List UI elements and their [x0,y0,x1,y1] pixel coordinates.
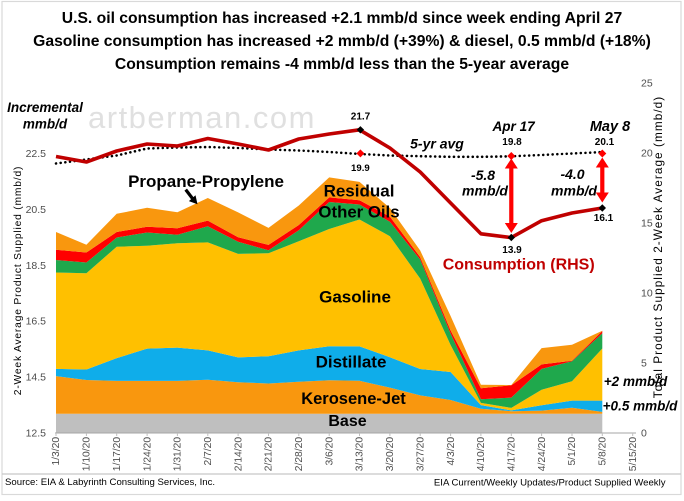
svg-text:1/17/20: 1/17/20 [112,437,123,472]
svg-text:Residual: Residual [324,182,395,201]
svg-text:Apr 17: Apr 17 [491,119,536,134]
svg-text:4/10/20: 4/10/20 [476,437,487,472]
svg-text:3/20/20: 3/20/20 [385,437,396,472]
svg-text:3/27/20: 3/27/20 [415,437,426,472]
svg-text:13.9: 13.9 [502,245,522,256]
svg-text:Incremental: Incremental [7,100,83,115]
svg-text:18.5: 18.5 [26,260,47,272]
svg-text:2/21/20: 2/21/20 [264,437,275,472]
svg-text:5-yr avg: 5-yr avg [410,136,464,152]
svg-text:1/10/20: 1/10/20 [82,437,93,472]
svg-text:25: 25 [641,77,653,89]
svg-text:mmb/d: mmb/d [23,117,68,132]
svg-text:5/1/20: 5/1/20 [567,437,578,466]
svg-text:20: 20 [641,147,653,159]
svg-text:2-Week Average Product Suppli: 2-Week Average Product Supplied (mmb/d) [13,166,24,395]
svg-text:21.7: 21.7 [351,112,371,123]
svg-text:Consumption remains -4 mmb/d l: Consumption remains -4 mmb/d less than t… [115,56,569,73]
svg-text:2/14/20: 2/14/20 [233,437,244,472]
svg-text:4/17/20: 4/17/20 [507,437,518,472]
svg-text:Other Oils: Other Oils [318,202,399,221]
svg-text:+0.5 mmb/d: +0.5 mmb/d [603,399,678,414]
svg-text:EIA Current/Weekly Updates/Pro: EIA Current/Weekly Updates/Product Suppl… [434,478,666,489]
svg-text:-4.0: -4.0 [560,166,584,182]
svg-text:5/8/20: 5/8/20 [598,437,609,466]
svg-text:15: 15 [641,217,653,229]
svg-text:U.S. oil consumption has incre: U.S. oil consumption has increased +2.1 … [62,10,623,27]
svg-text:5/15/20: 5/15/20 [628,437,639,472]
svg-text:19.9: 19.9 [351,163,370,174]
svg-text:Total Product Supplied 2-Week: Total Product Supplied 2-Week Average (m… [651,96,665,399]
svg-text:Propane-Propylene: Propane-Propylene [128,172,284,191]
svg-text:16.1: 16.1 [594,213,614,224]
svg-text:0: 0 [641,427,647,439]
svg-text:-5.8: -5.8 [471,167,495,183]
svg-text:May 8: May 8 [590,119,631,135]
svg-text:3/6/20: 3/6/20 [324,437,335,466]
svg-text:22.5: 22.5 [26,148,47,160]
svg-text:20.1: 20.1 [595,137,615,148]
svg-text:10: 10 [641,287,653,299]
svg-text:Source: EIA & Labyrinth Consu: Source: EIA & Labyrinth Consulting Servi… [5,477,215,488]
svg-text:2/7/20: 2/7/20 [203,437,214,466]
svg-text:Consumption (RHS): Consumption (RHS) [443,257,595,274]
svg-text:3/13/20: 3/13/20 [355,437,366,472]
svg-text:5: 5 [641,357,647,369]
svg-text:1/3/20: 1/3/20 [51,437,62,466]
svg-text:1/24/20: 1/24/20 [142,437,153,472]
svg-text:14.5: 14.5 [26,372,47,384]
svg-text:mmb/d: mmb/d [462,183,508,199]
svg-text:Distillate: Distillate [316,353,387,372]
svg-text:mmb/d: mmb/d [551,183,597,199]
svg-text:Kerosene-Jet: Kerosene-Jet [301,390,406,408]
svg-text:Base: Base [328,413,366,430]
svg-text:4/3/20: 4/3/20 [446,437,457,466]
svg-text:1/31/20: 1/31/20 [173,437,184,472]
svg-text:+2 mmb/d: +2 mmb/d [604,374,668,389]
svg-text:16.5: 16.5 [26,316,47,328]
svg-text:4/24/20: 4/24/20 [537,437,548,472]
svg-text:Gasoline: Gasoline [319,288,391,307]
svg-text:12.5: 12.5 [26,427,47,439]
svg-text:artberman.com: artberman.com [88,100,316,135]
svg-text:2/28/20: 2/28/20 [294,437,305,472]
svg-text:20.5: 20.5 [26,204,47,216]
svg-text:Gasoline consumption has incre: Gasoline consumption has increased +2 mm… [33,33,651,50]
svg-text:19.8: 19.8 [502,137,522,148]
